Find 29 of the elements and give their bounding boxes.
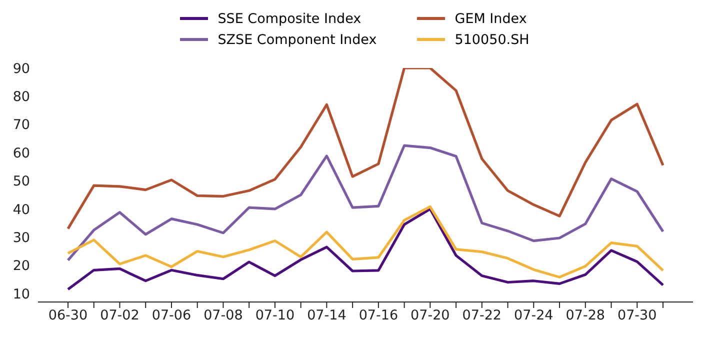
x-tick-label: 07-24 [514, 308, 554, 324]
x-tick-label: 07-10 [255, 308, 295, 324]
y-tick-label: 90 [12, 60, 30, 77]
legend-label: GEM Index [454, 10, 527, 26]
x-tick-label: 07-30 [618, 308, 657, 324]
x-tick-label: 07-22 [462, 308, 502, 324]
x-tick-label: 07-06 [152, 308, 192, 324]
y-tick-label: 60 [12, 145, 30, 162]
x-tick-label: 07-16 [358, 308, 398, 324]
x-tick-label: 07-28 [566, 308, 606, 324]
legend-label: 510050.SH [454, 32, 530, 48]
x-tick-label: 07-08 [204, 308, 243, 324]
x-tick-label: 07-20 [410, 308, 450, 324]
y-tick-label: 50 [12, 174, 30, 190]
x-tick-label: 06-30 [48, 308, 88, 324]
line-series [66, 205, 664, 278]
line-series [66, 68, 664, 230]
line-series [66, 144, 664, 262]
y-tick-label: 80 [12, 88, 30, 105]
y-tick-label: 40 [12, 202, 30, 218]
x-tick-label: 07-14 [307, 308, 346, 324]
legend-label: SZSE Component Index [218, 32, 377, 48]
y-tick-label: 70 [12, 117, 30, 134]
y-tick-label: 10 [12, 286, 30, 302]
line-series [66, 208, 664, 291]
x-tick-label: 07-02 [100, 308, 140, 324]
legend-label: SSE Composite Index [218, 10, 362, 26]
y-tick-label: 30 [12, 230, 30, 246]
y-tick-label: 20 [12, 258, 30, 274]
